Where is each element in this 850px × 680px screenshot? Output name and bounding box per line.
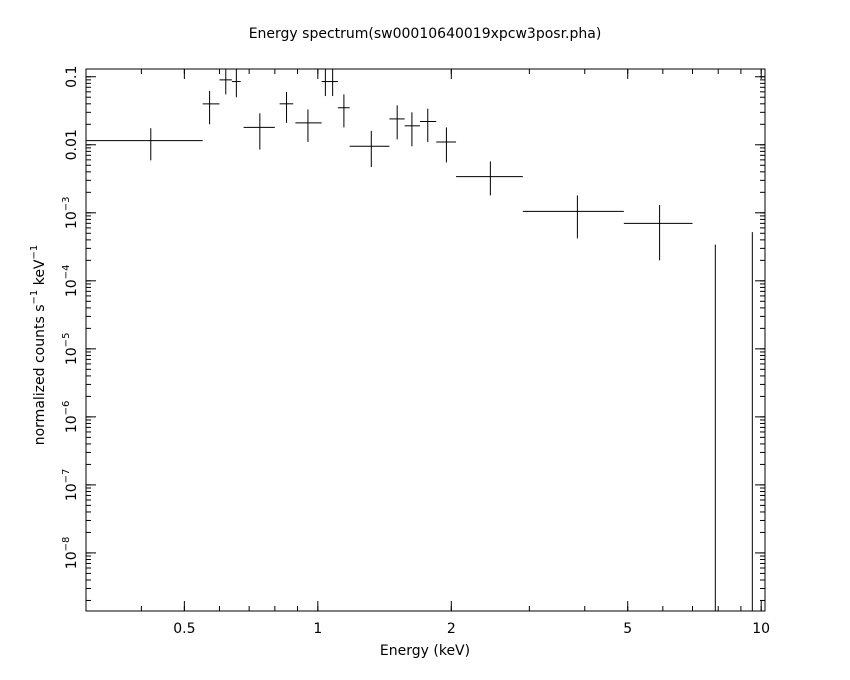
x-tick-label: 1 — [313, 621, 322, 637]
data-point — [436, 127, 457, 163]
y-tick-label: 0.01 — [64, 129, 80, 160]
x-axis-label: Energy (keV) — [380, 643, 470, 659]
x-tick-label: 2 — [447, 621, 456, 637]
data-point — [202, 90, 220, 125]
y-tick-label: 10−3 — [61, 197, 80, 230]
plot-frame — [85, 68, 766, 612]
data-point — [329, 69, 338, 97]
y-tick-label: 10−8 — [61, 537, 80, 570]
data-point — [321, 69, 330, 97]
data-point — [623, 205, 693, 261]
chart-title: Energy spectrum(sw00010640019xpcw3posr.p… — [249, 26, 602, 42]
data-point — [456, 161, 523, 196]
x-tick-label: 0.5 — [173, 621, 195, 637]
data-point — [279, 91, 294, 123]
y-tick-label: 10−5 — [61, 333, 80, 366]
plot-area: 0.5 1 2 5 10 0.1 0.01 10−3 10−4 10−5 10−6 10−7 10−8 — [61, 66, 770, 637]
data-point — [337, 94, 350, 128]
data-point — [419, 108, 437, 142]
data-point — [522, 195, 624, 239]
y-tick-label: 10−4 — [61, 265, 80, 298]
data-point — [86, 128, 203, 161]
x-tick-label: 5 — [623, 621, 632, 637]
data-point — [404, 112, 420, 147]
data-point — [349, 130, 390, 168]
y-tick-label: 10−7 — [61, 469, 80, 502]
data-point — [219, 69, 232, 95]
data-point — [295, 109, 322, 142]
y-tick-label: 0.1 — [64, 66, 80, 88]
y-tick-label: 10−6 — [61, 401, 80, 434]
data-point — [231, 69, 241, 98]
x-tick-label: 10 — [752, 621, 770, 637]
y-axis-label: normalized counts s−1 keV−1 — [29, 245, 48, 446]
data-point — [243, 113, 275, 150]
data-point — [389, 105, 405, 140]
